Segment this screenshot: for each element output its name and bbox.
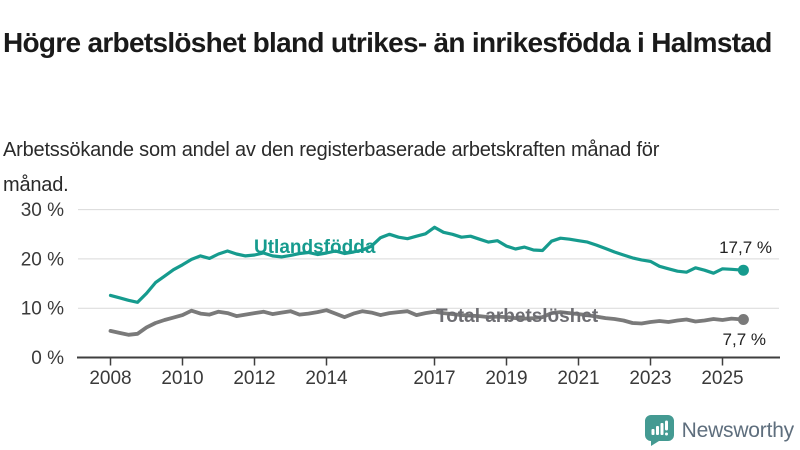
y-axis-tick-label: 0 % xyxy=(31,348,64,369)
x-axis-tick-label: 2012 xyxy=(233,368,275,389)
x-axis-tick-label: 2021 xyxy=(557,368,599,389)
newsworthy-logo[interactable]: Newsworthy xyxy=(644,415,795,446)
y-axis-tick-label: 10 % xyxy=(21,299,64,320)
x-axis-tick-label: 2019 xyxy=(485,368,527,389)
series-label-total-arbetsloshet: Total arbetslöshet xyxy=(436,306,599,327)
newsworthy-bar-chart-icon xyxy=(644,415,674,446)
x-axis-tick-label: 2025 xyxy=(701,368,743,389)
page-title: Högre arbetslöshet bland utrikes- än inr… xyxy=(3,26,772,58)
series-line-utlandsfodda xyxy=(108,225,746,304)
series-line-total-arbetsloshet xyxy=(108,308,746,337)
series-end-dot xyxy=(737,314,749,325)
newsworthy-logo-text: Newsworthy xyxy=(681,418,795,442)
x-axis-tick-label: 2023 xyxy=(629,368,671,389)
x-axis-tick-label: 2014 xyxy=(305,368,348,389)
y-axis-tick-label: 30 % xyxy=(21,200,64,221)
x-axis-tick-label: 2008 xyxy=(89,368,131,389)
x-axis-tick-label: 2017 xyxy=(413,368,455,389)
end-value-label-total: 7,7 % xyxy=(722,330,766,349)
series-label-utlandsfodda: Utlandsfödda xyxy=(254,237,376,258)
end-value-label-utlandsfodda: 17,7 % xyxy=(719,238,772,257)
y-axis-tick-label: 20 % xyxy=(21,249,64,270)
x-axis-tick-label: 2010 xyxy=(161,368,203,389)
chart-subtitle: Arbetssökande som andel av den registerb… xyxy=(3,139,660,196)
series-end-dot xyxy=(737,264,749,276)
